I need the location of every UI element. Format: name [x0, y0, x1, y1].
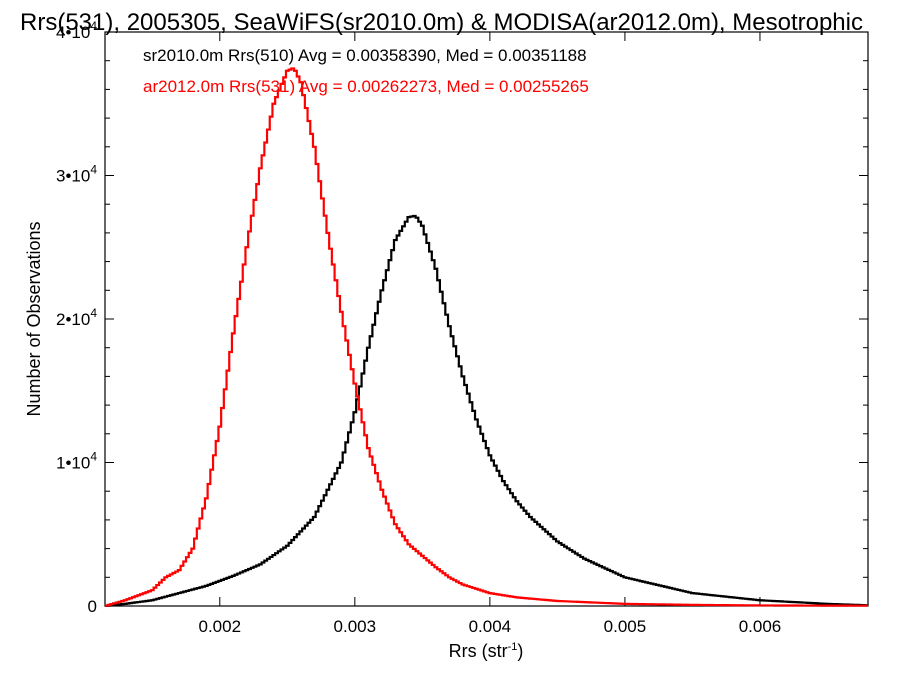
- x-tick-label: 0.003: [334, 617, 377, 636]
- y-tick-label: 1•104: [56, 450, 97, 473]
- y-tick-label: 0: [88, 597, 97, 616]
- legend-entry-satellite-1: sr2010.0m Rrs(510) Avg = 0.00358390, Med…: [143, 46, 587, 65]
- legend: sr2010.0m Rrs(510) Avg = 0.00358390, Med…: [143, 46, 589, 96]
- legend-entry-satellite-2: ar2012.0m Rrs(531) Avg = 0.00262273, Med…: [143, 77, 589, 96]
- x-tick-label: 0.005: [604, 617, 647, 636]
- plot-frame: [104, 31, 869, 607]
- y-tick-label: 2•104: [56, 306, 97, 329]
- x-tick-label: 0.002: [199, 617, 242, 636]
- y-axis: 0 1•104 2•104 3•104 4•104: [56, 19, 868, 616]
- y-tick-label: 3•104: [56, 163, 97, 186]
- y-axis-label: Number of Observations: [24, 221, 44, 416]
- histogram-series-2: [105, 67, 868, 607]
- histogram-series-1: [105, 214, 868, 607]
- x-tick-label: 0.004: [469, 617, 512, 636]
- series-layer: [105, 67, 868, 607]
- x-axis-label: Rrs (str-1): [449, 641, 524, 661]
- y-tick-label: 4•104: [56, 19, 97, 42]
- x-tick-label: 0.006: [739, 617, 782, 636]
- x-axis: 0.002 0.003 0.004 0.005 0.006: [199, 32, 782, 636]
